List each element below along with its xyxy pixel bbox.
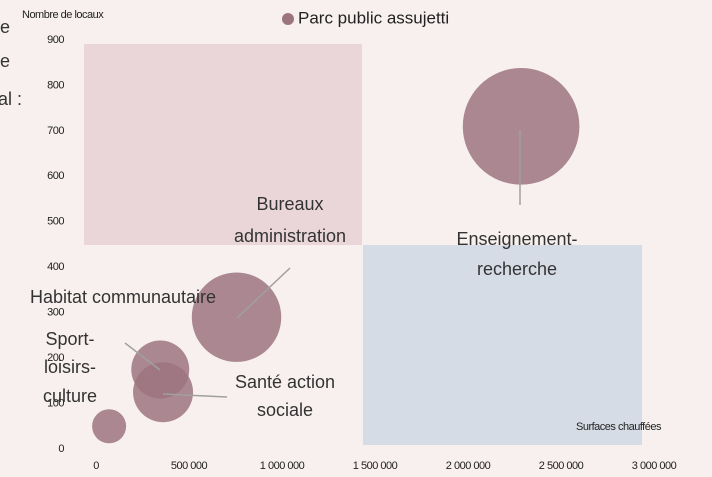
y-tick-label: 100 xyxy=(47,397,64,409)
x-tick-label: 1 500 000 xyxy=(353,460,398,472)
x-tick-label: 0 xyxy=(93,460,99,472)
cut-text: e xyxy=(0,51,10,71)
y-tick-label: 300 xyxy=(47,307,64,319)
bubble-label: Sport- xyxy=(45,329,94,349)
legend-marker xyxy=(282,13,294,25)
bubble-label: recherche xyxy=(477,259,557,279)
x-tick-label: 500 000 xyxy=(171,460,208,472)
bubble xyxy=(92,409,127,444)
leader-line xyxy=(162,393,228,398)
bubble-label: Enseignement- xyxy=(456,229,577,249)
bubble-label: administration xyxy=(234,226,346,246)
x-axis-title: Surfaces chauffées xyxy=(576,421,662,433)
x-tick-label: 2 000 000 xyxy=(446,460,491,472)
bubble xyxy=(191,272,282,362)
bubble-label: loisirs- xyxy=(44,357,96,377)
y-tick-label: 0 xyxy=(58,443,64,455)
bubble xyxy=(133,362,194,423)
y-axis-title: Nombre de locaux xyxy=(22,9,104,21)
x-tick-label: 3 000 000 xyxy=(632,460,677,472)
x-tick-label: 2 500 000 xyxy=(539,460,584,472)
bubble-label: sociale xyxy=(257,400,313,420)
bubble-label: Santé action xyxy=(235,372,335,392)
leader-line xyxy=(236,267,291,319)
bubble-label: culture xyxy=(43,386,97,406)
legend-label: Parc public assujetti xyxy=(298,8,449,27)
y-tick-label: 900 xyxy=(47,34,64,46)
bubble-label: Bureaux xyxy=(256,194,323,214)
bubble-label: Habitat communautaire xyxy=(30,287,216,307)
cut-text: al : xyxy=(0,89,22,109)
y-tick-label: 500 xyxy=(47,216,64,228)
quadrant-low xyxy=(363,245,642,445)
y-tick-label: 800 xyxy=(47,79,64,91)
quadrant-high xyxy=(84,44,362,245)
y-tick-label: 600 xyxy=(47,170,64,182)
bubble xyxy=(462,68,580,185)
leader-line xyxy=(124,342,161,371)
y-tick-label: 200 xyxy=(47,352,64,364)
y-tick-label: 400 xyxy=(47,261,64,273)
x-tick-label: 1 000 000 xyxy=(260,460,305,472)
cut-text: e xyxy=(0,17,10,37)
y-tick-label: 700 xyxy=(47,125,64,137)
